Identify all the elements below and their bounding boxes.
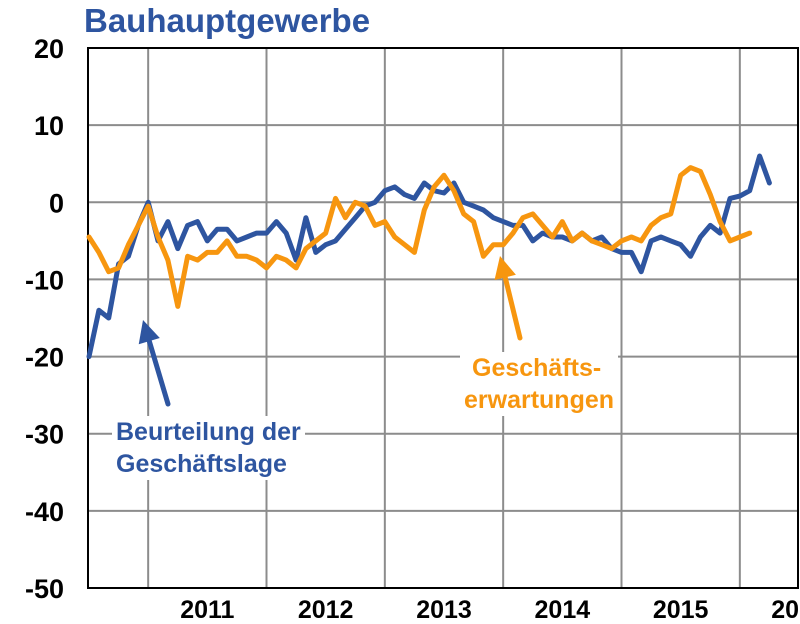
y-tick-label: 20 [34, 34, 64, 64]
x-tick-label: 2014 [535, 596, 591, 624]
series-label-line: Beurteilung der [116, 418, 301, 446]
x-tick-label: 2016 [771, 596, 800, 624]
chart-title: Bauhauptgewerbe [84, 2, 371, 39]
y-tick-label: 10 [34, 111, 64, 141]
x-tick-label: 2015 [653, 596, 709, 624]
grid-lines [88, 48, 798, 588]
y-tick-label: -50 [25, 574, 64, 604]
arrow-geschaeftslage [138, 320, 171, 407]
y-tick-label: -10 [25, 265, 64, 295]
y-tick-label: -40 [25, 497, 64, 527]
series-label-geschaeftserwartungen: Geschäfts- erwartungen [460, 352, 619, 416]
x-axis: 2011 2012 2013 2014 2015 2016 [180, 596, 800, 624]
x-tick-label: 2011 [180, 596, 234, 624]
y-axis: 20 10 0 -10 -20 -30 -40 -50 [25, 34, 64, 604]
series-line-0 [86, 153, 772, 360]
series-label-line: Geschäfts- [472, 354, 602, 382]
series-label-geschaeftslage: Beurteilung der Geschäftslage [112, 416, 305, 480]
y-tick-label: -20 [25, 343, 64, 373]
series-label-line: erwartungen [464, 386, 615, 414]
plot-frame [87, 47, 799, 589]
series-label-line: Geschäftslage [116, 450, 287, 478]
series-line-1 [86, 165, 753, 309]
y-tick-label: -30 [25, 420, 64, 450]
annotation-arrows [138, 256, 523, 407]
y-tick-label: 0 [49, 188, 64, 218]
x-tick-label: 2013 [416, 596, 472, 624]
arrow-geschaeftserwartungen [494, 256, 523, 341]
series-lines [86, 153, 772, 360]
x-tick-label: 2012 [298, 596, 354, 624]
